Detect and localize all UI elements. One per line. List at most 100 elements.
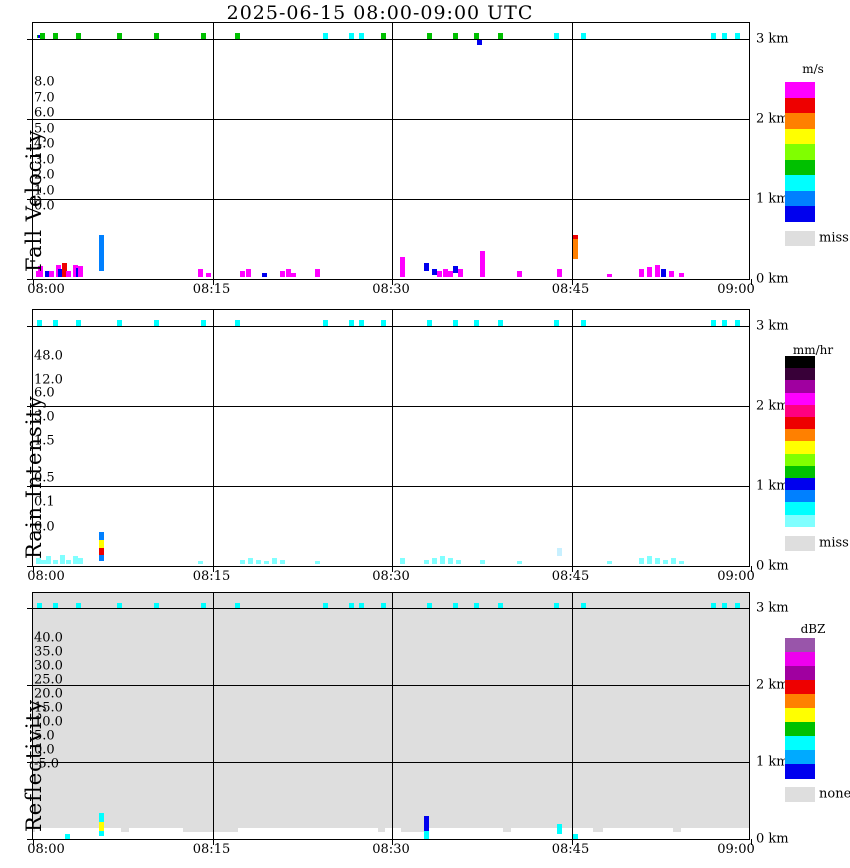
data-cell <box>647 556 653 565</box>
data-cell <box>116 602 122 609</box>
data-cell <box>453 320 459 326</box>
data-cell <box>442 269 448 278</box>
x-axis-tick-label: 08:00 <box>27 842 65 857</box>
data-cell <box>58 269 64 278</box>
colorbar-swatch <box>785 175 815 191</box>
data-cell <box>116 33 122 39</box>
data-cell <box>437 271 443 278</box>
data-cell <box>639 269 645 278</box>
data-cell <box>349 602 355 609</box>
y-axis-tick-label: 2 km <box>756 111 789 127</box>
y-tick-mark <box>27 608 33 610</box>
data-cell <box>453 266 459 273</box>
colorbar-tick-label: 25.0 <box>34 672 63 688</box>
data-cell <box>75 33 81 39</box>
data-cell <box>99 235 105 271</box>
data-cell <box>358 602 364 609</box>
x-axis-tick-label: 08:30 <box>372 569 410 584</box>
x-axis-tick-label: 08:00 <box>27 282 65 297</box>
data-cell <box>423 831 429 839</box>
x-tick-mark <box>571 839 573 845</box>
colorbar-swatch <box>785 465 815 479</box>
colorbar-tick-label: 10.0 <box>34 714 63 730</box>
colorbar-missing-swatch <box>785 535 815 551</box>
data-cell <box>235 602 241 609</box>
data-cell <box>314 561 320 565</box>
gridline-horizontal <box>33 486 749 487</box>
data-cell <box>99 822 105 832</box>
x-axis-tick-label: 08:30 <box>372 842 410 857</box>
colorbar-missing-label: miss <box>819 535 849 551</box>
data-cell <box>245 269 251 278</box>
y-tick-mark <box>27 762 33 764</box>
surface-segment <box>681 828 749 832</box>
colorbar-tick-label: 8.0 <box>34 74 55 90</box>
data-cell <box>639 558 645 565</box>
data-cell <box>358 33 364 39</box>
y-axis-tick-label: 0 km <box>756 831 789 847</box>
data-cell <box>240 271 246 278</box>
data-cell <box>554 320 560 326</box>
x-tick-mark <box>212 279 214 285</box>
data-cell <box>423 559 429 565</box>
data-cell <box>66 559 72 565</box>
data-cell <box>153 602 159 609</box>
data-cell <box>554 33 560 39</box>
data-cell <box>711 33 717 39</box>
page-title: 2025-06-15 08:00-09:00 UTC <box>226 2 534 24</box>
colorbar-swatch <box>785 652 815 667</box>
data-cell <box>52 320 58 326</box>
data-cell <box>381 33 387 39</box>
data-cell <box>498 320 504 326</box>
colorbar-swatch <box>785 206 815 222</box>
data-cell <box>52 559 58 565</box>
colorbar-tick-label: 4.0 <box>34 136 55 152</box>
data-cell <box>64 834 70 839</box>
gridline-horizontal <box>33 406 749 407</box>
data-cell <box>655 264 661 278</box>
colorbar-tick-label: 5.0 <box>34 121 55 136</box>
y-tick-mark <box>27 199 33 200</box>
data-cell <box>285 268 291 278</box>
colorbar-swatch <box>785 478 815 491</box>
y-axis-tick-label: 1 km <box>756 478 789 494</box>
data-cell <box>671 558 677 565</box>
data-cell <box>200 602 206 609</box>
colorbar-swatch <box>785 638 815 653</box>
data-cell <box>498 33 504 39</box>
data-cell <box>679 561 685 565</box>
x-tick-mark <box>751 839 752 845</box>
y-axis-tick-label: 1 km <box>756 754 789 770</box>
x-axis-tick-label: 08:30 <box>372 282 410 297</box>
colorbar-swatch <box>785 429 815 442</box>
colorbar-tick-label: 6.0 <box>34 105 55 121</box>
data-cell <box>474 33 480 39</box>
data-cell <box>447 558 453 565</box>
data-cell <box>35 558 41 565</box>
colorbar-tick-label: 3.0 <box>34 152 55 167</box>
data-cell <box>580 320 586 326</box>
colorbar-swatch <box>785 190 815 207</box>
x-tick-mark <box>392 839 393 845</box>
x-axis-tick-label: 08:15 <box>192 282 231 297</box>
data-cell <box>479 559 485 565</box>
colorbar-tick-label: 3.0 <box>34 409 55 425</box>
data-cell <box>399 256 405 278</box>
x-axis-tick-label: 09:00 <box>717 842 755 857</box>
colorbar-swatch <box>785 694 815 709</box>
gridline-horizontal <box>33 762 749 764</box>
plot-panel-fall-velocity <box>27 22 752 285</box>
data-cell <box>663 559 669 565</box>
colorbar-tick-label: 0.0 <box>34 742 55 758</box>
surface-segment <box>35 828 121 832</box>
y-tick-mark <box>27 839 33 840</box>
data-cell <box>99 540 105 549</box>
x-axis-tick-label: 08:45 <box>551 282 590 297</box>
data-cell <box>349 320 355 326</box>
data-cell <box>261 273 267 278</box>
data-cell <box>453 602 459 609</box>
colorbar-swatch <box>785 750 815 765</box>
colorbar-swatch <box>785 404 815 418</box>
colorbar-swatch <box>785 722 815 737</box>
data-cell <box>72 556 78 565</box>
